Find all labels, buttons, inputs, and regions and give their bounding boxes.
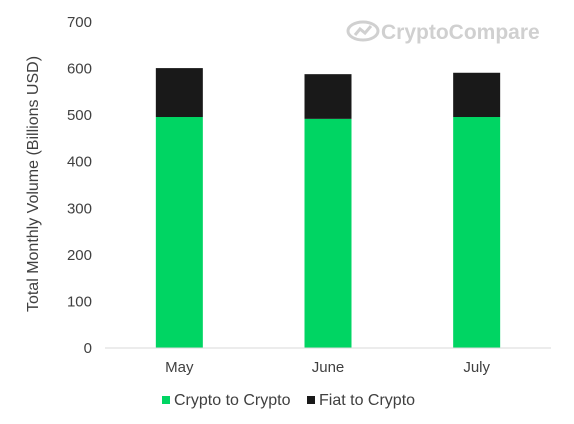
y-tick-label: 700 [67,14,92,31]
legend: Crypto to Crypto Fiat to Crypto [162,392,415,409]
legend-swatch [162,396,170,404]
legend-label: Fiat to Crypto [319,392,415,409]
x-tick-label: May [165,359,194,376]
y-tick-label: 300 [67,200,92,217]
y-tick-label: 0 [84,340,92,357]
legend-swatch [307,396,315,404]
bar-july-series-2 [453,72,501,118]
watermark-text: CryptoCompare [381,21,540,44]
watermark: CryptoCompare [346,20,540,44]
y-axis: 0 100 200 300 400 500 600 700 [67,14,92,357]
bar-may-series-1 [155,117,203,349]
y-tick-label: 100 [67,293,92,310]
bar-june-series-2 [304,74,352,119]
cryptocompare-logo-icon [346,20,380,42]
legend-label: Crypto to Crypto [174,392,291,409]
y-tick-label: 400 [67,154,92,171]
y-tick-label: 500 [67,107,92,124]
bar-july-series-1 [453,117,501,349]
x-tick-label: June [312,359,345,376]
y-tick-label: 600 [67,61,92,78]
x-tick-label: July [463,359,490,376]
bars [155,68,501,349]
bar-may-series-2 [155,68,203,118]
bar-june-series-1 [304,118,352,349]
y-tick-label: 200 [67,247,92,264]
y-axis-label: Total Monthly Volume (Billions USD) [25,56,42,312]
x-axis: May June July [165,359,490,376]
